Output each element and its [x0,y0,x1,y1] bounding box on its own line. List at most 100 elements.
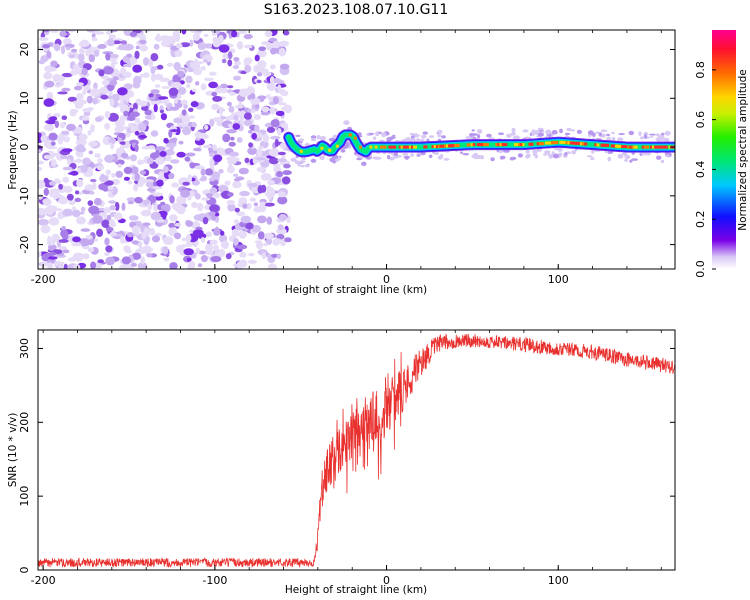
heatmap-noise-blob [174,97,179,104]
heatmap-noise-blob [54,120,60,128]
heatmap-noise-blob [120,67,127,76]
heatmap-noise-blob [169,195,175,204]
heatmap-trace-hotspot [483,143,489,147]
heatmap-noise-blob [88,205,100,215]
heatmap-trace-halo [361,161,367,166]
heatmap-noise-blob [58,139,64,144]
heatmap-trace-hotspot [380,145,383,149]
heatmap-noise-blob [96,164,105,171]
heatmap-noise-blob [101,79,110,86]
heatmap-noise-blob [67,158,71,166]
heatmap-trace-halo [510,132,515,136]
heatmap-noise-blob [94,153,101,158]
heatmap-trace-halo [606,133,610,137]
heatmap-noise-blob [255,132,263,138]
heatmap-noise-blob [269,106,276,115]
spectrogram-y-tick-label: -20 [18,236,31,254]
heatmap-trace-halo [416,154,421,157]
heatmap-trace-halo [565,133,569,136]
heatmap-noise-blob [193,70,202,76]
heatmap-trace-halo [480,155,484,160]
heatmap-noise-blob [258,46,267,51]
heatmap-trace-halo [655,133,660,136]
heatmap-noise-blob [40,135,48,143]
heatmap-trace-halo [604,150,609,153]
heatmap-noise-blob [215,147,225,156]
heatmap-noise-blob [209,204,220,212]
snr-frame [37,329,676,571]
heatmap-noise-blob [203,33,209,38]
heatmap-noise-blob [239,251,247,258]
heatmap-noise-blob [43,71,53,80]
heatmap-trace-hotspot [390,145,397,149]
heatmap-noise-blob [159,109,165,114]
heatmap-noise-blob [42,30,50,33]
heatmap-trace-hotspot [621,145,628,149]
heatmap-noise-blob [137,181,144,188]
heatmap-noise-blob [68,200,76,206]
heatmap-noise-blob [83,86,92,91]
heatmap-trace-hotspot [476,143,483,147]
heatmap-trace-halo [531,132,535,137]
heatmap-noise-blob [205,231,212,238]
heatmap-noise-blob [153,43,160,50]
heatmap-noise-blob [123,176,130,181]
heatmap-noise-blob [192,33,201,41]
heatmap-noise-blob [57,261,65,265]
heatmap-noise-blob [220,230,225,236]
heatmap-noise-blob [254,240,262,244]
heatmap-noise-blob [41,253,50,262]
heatmap-noise-blob [101,219,111,228]
heatmap-trace-halo [587,130,594,135]
colorbar-tick-label: 0.2 [694,210,707,228]
heatmap-noise-blob [282,170,292,176]
heatmap-noise-blob [173,61,181,71]
colorbar-ticks: 0.0 0.2 0.4 0.6 0.8 [694,61,716,278]
heatmap-noise-blob [131,225,140,234]
heatmap-noise-blob [138,134,148,139]
heatmap-noise-blob [48,256,58,260]
heatmap-noise-blob [178,140,184,145]
heatmap-trace-halo [439,154,444,158]
heatmap-trace-halo [394,152,398,157]
heatmap-trace-halo [297,162,301,167]
heatmap-noise-blob [224,180,231,186]
heatmap-trace-halo [428,154,433,159]
heatmap-trace-halo [640,136,644,140]
heatmap-noise-blob [95,116,103,123]
heatmap-trace-halo [295,134,301,137]
heatmap-noise-blob [244,222,254,230]
heatmap-noise-blob [126,53,133,58]
heatmap-noise-blob [188,107,194,113]
heatmap-noise-blob [160,201,166,205]
heatmap-noise-blob [281,176,291,185]
heatmap-noise-blob [114,201,120,211]
heatmap-noise-blob [63,185,73,193]
heatmap-noise-blob [53,43,61,52]
heatmap-noise-blob [90,123,95,133]
heatmap-noise-blob [124,93,130,103]
heatmap-noise-blob [201,197,211,201]
heatmap-noise-blob [89,190,95,195]
heatmap-trace-halo [298,138,305,142]
heatmap-trace-halo [465,136,470,140]
heatmap-noise-blob [272,40,281,49]
heatmap-noise-blob [144,109,152,116]
heatmap-noise-blob [57,212,64,220]
heatmap-trace-halo [402,153,409,156]
heatmap-noise-blob [195,247,201,255]
spectrogram-y-label: Frequency (Hz) [7,110,19,189]
heatmap-noise-blob [277,196,288,205]
heatmap-noise-blob [197,263,203,268]
heatmap-noise-blob [277,224,284,231]
heatmap-noise-blob [63,38,72,46]
heatmap-noise-blob [208,71,217,76]
snr-y-tick-label: 100 [18,486,31,507]
heatmap-noise-blob [247,147,258,155]
heatmap-trace-halo [476,129,483,134]
heatmap-noise-blob [194,165,205,170]
heatmap-noise-blob [103,207,111,214]
heatmap-noise-blob [235,176,245,181]
heatmap-noise-blob [102,186,108,192]
heatmap-noise-blob [247,108,253,114]
